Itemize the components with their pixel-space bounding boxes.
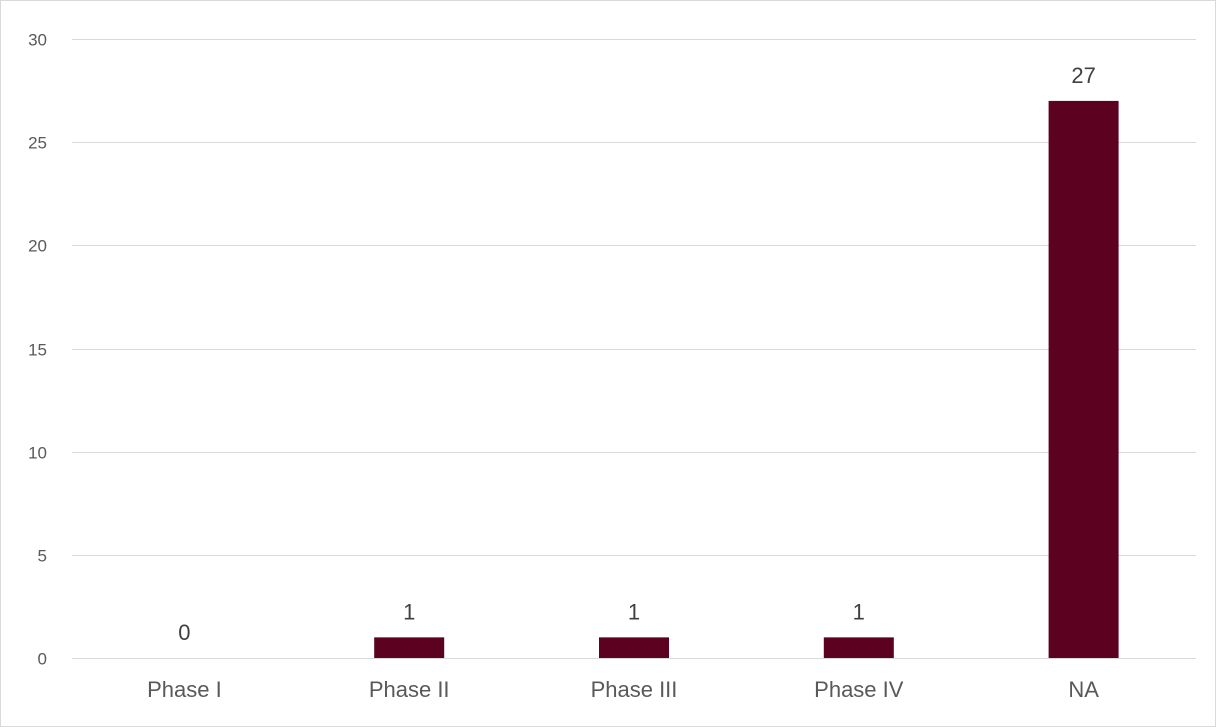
category-label-4: NA [1068,677,1099,702]
category-label-3: Phase IV [814,677,904,702]
y-tick-label-30: 30 [28,31,47,50]
y-tick-label-20: 20 [28,237,47,256]
y-tick-label-5: 5 [38,547,47,566]
bar-2 [599,637,669,658]
data-label-0: 0 [178,620,190,645]
data-labels: 0 1 1 1 27 [178,63,1096,645]
x-axis-category-labels: Phase I Phase II Phase III Phase IV NA [147,677,1099,702]
y-tick-label-15: 15 [28,341,47,360]
y-tick-label-10: 10 [28,444,47,463]
bars [374,100,1119,658]
bar-3 [823,637,894,658]
category-label-2: Phase III [591,677,678,702]
gridlines [72,39,1196,659]
data-label-3: 1 [853,599,865,624]
y-tick-label-25: 25 [28,134,47,153]
category-label-1: Phase II [369,677,450,702]
bar-4 [1048,100,1119,658]
y-axis-tick-labels: 0 5 10 15 20 25 30 [28,31,47,669]
data-label-2: 1 [628,599,640,624]
bar-1 [374,637,445,658]
y-tick-label-0: 0 [38,650,47,669]
data-label-4: 27 [1071,63,1095,88]
data-label-1: 1 [403,599,415,624]
category-label-0: Phase I [147,677,222,702]
